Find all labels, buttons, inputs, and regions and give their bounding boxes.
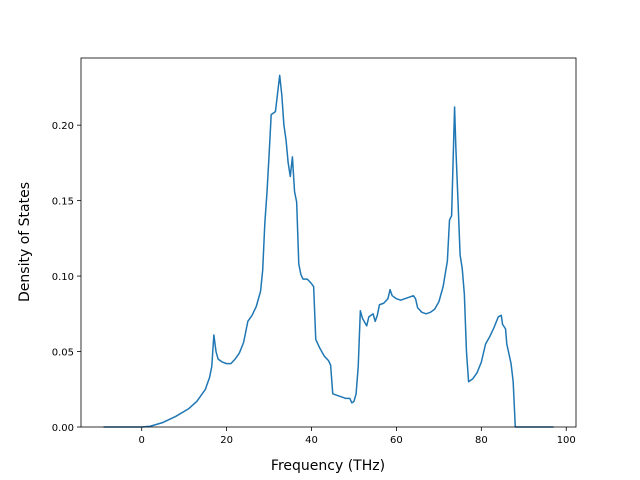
x-tick-label: 40	[305, 435, 318, 446]
x-tick-label: 100	[557, 435, 576, 446]
x-tick-label: 20	[220, 435, 233, 446]
x-tick-label: 80	[475, 435, 488, 446]
y-tick-label: 0.05	[52, 348, 74, 359]
y-tick-label: 0.00	[52, 423, 74, 434]
plot-frame	[80, 57, 577, 428]
x-tick-label: 60	[390, 435, 403, 446]
y-tick-label: 0.20	[52, 121, 74, 132]
y-tick-label: 0.15	[52, 197, 74, 208]
y-tick-label: 0.10	[52, 272, 74, 283]
line-series	[103, 74, 554, 428]
y-axis-label: Density of States	[17, 182, 33, 302]
x-tick-label: 0	[139, 435, 145, 446]
x-axis-label: Frequency (THz)	[271, 458, 385, 474]
